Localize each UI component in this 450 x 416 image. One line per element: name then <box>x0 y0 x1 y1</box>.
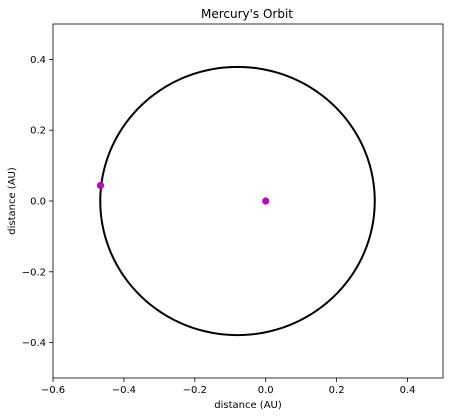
points-layer <box>97 182 269 205</box>
y-tick-label: 0.4 <box>30 55 46 66</box>
orbit-line <box>100 67 374 335</box>
chart-title: Mercury's Orbit <box>201 7 293 21</box>
plot-frame <box>53 24 443 378</box>
x-tick-label: 0.0 <box>258 385 274 396</box>
y-tick-label: 0.0 <box>30 197 46 208</box>
x-tick-label: −0.2 <box>183 385 207 396</box>
y-axis-label: distance (AU) <box>7 167 18 235</box>
x-tick-label: −0.6 <box>41 385 65 396</box>
y-tick-label: −0.4 <box>22 338 46 349</box>
sun-point <box>262 197 269 204</box>
x-tick-label: 0.2 <box>329 385 345 396</box>
x-tick-label: 0.4 <box>400 385 416 396</box>
x-tick-label: −0.4 <box>112 385 136 396</box>
x-axis-label: distance (AU) <box>214 400 282 411</box>
x-axis: −0.6 −0.4 −0.2 0.0 0.2 0.4 <box>41 378 416 396</box>
mercury-point <box>97 182 104 189</box>
y-axis: −0.4 −0.2 0.0 0.2 0.4 <box>22 55 53 349</box>
y-tick-label: 0.2 <box>30 126 46 137</box>
y-tick-label: −0.2 <box>22 267 46 278</box>
